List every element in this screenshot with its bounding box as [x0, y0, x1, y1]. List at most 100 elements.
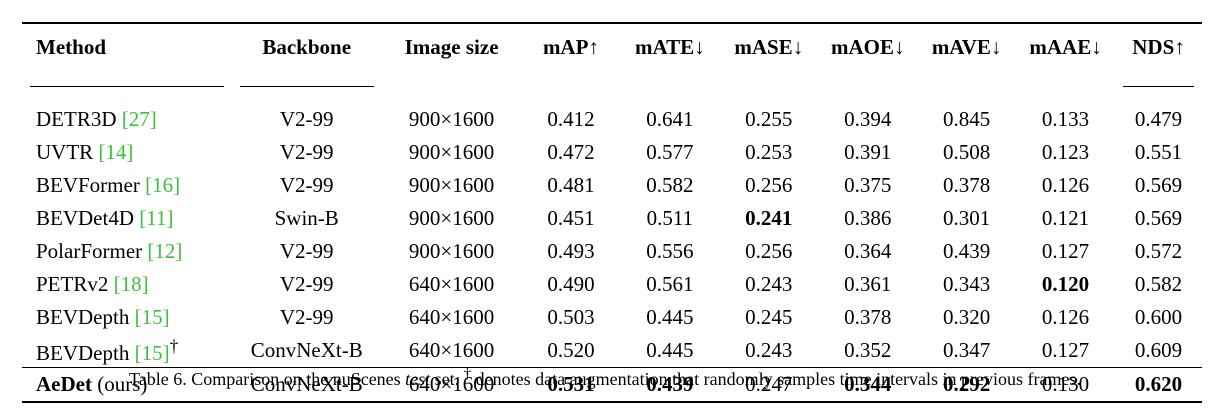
citation-link[interactable]: [15]: [134, 305, 170, 329]
header-maae: mAAE↓: [1029, 34, 1102, 59]
method-cell: BEVDet4D [11]: [22, 202, 232, 235]
maae-cell: 0.133: [1041, 107, 1090, 131]
maae-cell: 0.120: [1041, 272, 1090, 296]
maae-cell: 0.127: [1041, 239, 1090, 263]
method-suffix: (ours): [91, 372, 148, 396]
mase-cell: 0.243: [745, 338, 793, 362]
table-row: BEVDepth [15] V2-99 640×1600 0.503 0.445 0.24…: [22, 301, 1202, 334]
mase-cell: 0.241: [745, 206, 793, 230]
table-row: UVTR [14] V2-99 900×1600 0.472 0.577 0.253 0.3…: [22, 136, 1202, 169]
method-cell: BEVDepth [15]†: [22, 334, 232, 368]
method-cell: BEVDepth [15]: [22, 301, 232, 334]
caption-dagger: †: [463, 366, 472, 382]
method-cell: AeDet (ours): [22, 368, 232, 403]
maoe-cell: 0.352: [844, 338, 892, 362]
image-size-cell: 640×1600: [408, 338, 495, 362]
method-cell: PolarFormer [12]: [22, 235, 232, 268]
image-size-cell: 900×1600: [408, 239, 495, 263]
nds-cell: 0.569: [1134, 206, 1183, 230]
image-size-cell: 900×1600: [408, 107, 495, 131]
map-cell: 0.481: [547, 173, 595, 197]
method-name-bold: AeDet: [36, 372, 92, 396]
map-cell: 0.493: [547, 239, 595, 263]
map-cell: 0.490: [547, 272, 595, 296]
caption-middle: set.: [430, 369, 464, 389]
method-cell: UVTR [14]: [22, 136, 232, 169]
map-cell: 0.520: [547, 338, 595, 362]
method-cell: DETR3D [27]: [22, 103, 232, 136]
maoe-cell: 0.394: [844, 107, 892, 131]
header-mase: mASE↓: [734, 34, 804, 59]
table-row: BEVDepth [15]† ConvNeXt-B 640×1600 0.520 0.4…: [22, 334, 1202, 368]
citation-link[interactable]: [27]: [121, 107, 157, 131]
mate-cell: 0.556: [646, 239, 694, 263]
backbone-cell: ConvNeXt-B: [250, 338, 363, 362]
caption-prefix: Table 6. Comparison on the nuScenes: [128, 369, 406, 389]
image-size-cell: 640×1600: [408, 372, 495, 396]
nds-cell: 0.479: [1134, 107, 1183, 131]
citation-link[interactable]: [15]: [134, 340, 170, 365]
nds-cell: 0.551: [1134, 140, 1183, 164]
header-backbone: Backbone: [262, 34, 352, 59]
mate-cell: 0.511: [646, 206, 694, 230]
image-size-cell: 900×1600: [408, 140, 495, 164]
maoe-cell: 0.364: [844, 239, 892, 263]
nds-cell: 0.600: [1134, 305, 1183, 329]
dagger-mark: †: [169, 335, 179, 356]
backbone-cell: ConvNeXt-B: [250, 372, 363, 396]
map-cell: 0.472: [547, 140, 595, 164]
backbone-cell: V2-99: [279, 305, 334, 329]
maoe-cell: 0.344: [844, 372, 892, 396]
mase-cell: 0.253: [745, 140, 793, 164]
header-map: mAP↑: [542, 34, 599, 59]
image-size-cell: 900×1600: [408, 206, 495, 230]
method-name: BEVDepth: [36, 305, 135, 329]
image-size-cell: 900×1600: [408, 173, 495, 197]
mave-cell: 0.320: [943, 305, 991, 329]
mave-cell: 0.439: [943, 239, 991, 263]
caption-italic: test: [405, 369, 431, 389]
citation-link[interactable]: [12]: [147, 239, 183, 263]
backbone-cell: V2-99: [279, 272, 334, 296]
mate-cell: 0.577: [646, 140, 694, 164]
mave-cell: 0.292: [943, 372, 991, 396]
citation-link[interactable]: [16]: [145, 173, 181, 197]
nds-cell: 0.609: [1134, 338, 1183, 362]
method-name: BEVDepth: [36, 340, 135, 365]
mave-cell: 0.343: [943, 272, 991, 296]
citation-link[interactable]: [11]: [139, 206, 174, 230]
mate-cell: 0.561: [646, 272, 694, 296]
method-name: BEVFormer: [36, 173, 146, 197]
citation-link[interactable]: [14]: [98, 140, 134, 164]
map-cell: 0.531: [547, 372, 595, 396]
header-mate: mATE↓: [635, 34, 705, 59]
mase-cell: 0.247: [745, 372, 793, 396]
nds-cell: 0.620: [1134, 372, 1183, 396]
image-size-cell: 640×1600: [408, 272, 495, 296]
nds-cell: 0.582: [1134, 272, 1183, 296]
maoe-cell: 0.391: [844, 140, 892, 164]
table-row: BEVDet4D [11] Swin-B 900×1600 0.451 0.511 0.2…: [22, 202, 1202, 235]
map-cell: 0.503: [547, 305, 595, 329]
backbone-cell: Swin-B: [274, 206, 339, 230]
backbone-cell: V2-99: [279, 140, 334, 164]
maae-cell: 0.126: [1041, 173, 1090, 197]
table-body-ours: AeDet (ours) ConvNeXt-B 640×1600 0.531 0…: [22, 367, 1202, 403]
mave-cell: 0.347: [943, 338, 991, 362]
mase-cell: 0.256: [745, 239, 793, 263]
mase-cell: 0.243: [745, 272, 793, 296]
table-row: PolarFormer [12] V2-99 900×1600 0.493 0.556 0…: [22, 235, 1202, 268]
maae-cell: 0.123: [1041, 140, 1090, 164]
map-cell: 0.412: [547, 107, 595, 131]
method-name: UVTR: [36, 140, 99, 164]
mave-cell: 0.845: [943, 107, 991, 131]
backbone-cell: V2-99: [279, 173, 334, 197]
mate-cell: 0.445: [646, 338, 694, 362]
header-row: Method Backbone Image size mAP↑ mATE↓ mA…: [22, 23, 1202, 70]
method-name: DETR3D: [36, 107, 122, 131]
maoe-cell: 0.375: [844, 173, 892, 197]
citation-link[interactable]: [18]: [113, 272, 149, 296]
maae-cell: 0.130: [1041, 372, 1090, 396]
maae-cell: 0.126: [1041, 305, 1090, 329]
